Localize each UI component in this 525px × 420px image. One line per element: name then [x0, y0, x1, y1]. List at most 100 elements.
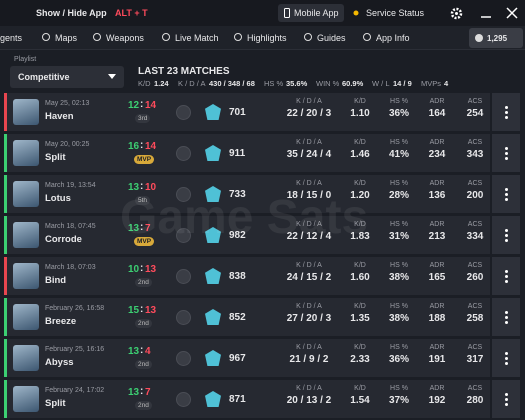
match-row[interactable]: May 20, 00:25 Split 16:14 MVP 911 K / D / A 35… [4, 134, 490, 172]
score-team: 13 [128, 387, 140, 398]
match-row[interactable]: February 24, 17:02 Split 13:7 2nd 871 K / D /… [4, 380, 490, 418]
more-button[interactable] [492, 339, 520, 377]
result-stripe [4, 339, 7, 377]
stat-value: 18 / 15 / 0 [286, 190, 332, 201]
more-button[interactable] [492, 216, 520, 254]
stat-label: K / D / A [296, 98, 322, 105]
stat-value: 60.9% [342, 79, 364, 88]
stat-label: W / L [372, 79, 390, 88]
stat-label: ADR [429, 180, 445, 187]
stat-value: 258 [466, 313, 484, 324]
service-status[interactable]: Service Status [366, 8, 425, 18]
result-stripe [4, 134, 7, 172]
close-icon[interactable] [506, 7, 518, 19]
nav-label: Weapons [106, 33, 144, 43]
currency-icon [475, 34, 483, 42]
stat-label: K/D [354, 180, 366, 187]
more-button[interactable] [492, 134, 520, 172]
dot [505, 393, 508, 396]
stat-value: 1.60 [350, 272, 370, 283]
currency-badge[interactable]: 1,295 [469, 28, 523, 48]
dot [505, 111, 508, 114]
score-sep: : [140, 386, 144, 397]
more-button[interactable] [492, 298, 520, 336]
score-team: 13 [128, 182, 140, 193]
dot [505, 106, 508, 109]
match-row[interactable]: February 25, 16:16 Abyss 13:4 2nd 967 K / D /… [4, 339, 490, 377]
dot [505, 157, 508, 160]
rank-rating: 852 [229, 312, 246, 323]
stat-label: HS % [264, 79, 284, 88]
mobile-app-button[interactable]: Mobile App [278, 4, 344, 22]
match-row[interactable]: February 26, 16:58 Breeze 15:13 2nd 852 K / D… [4, 298, 490, 336]
stat-value: 37% [388, 395, 409, 406]
stat-label: ACS [467, 344, 483, 351]
dot [505, 239, 508, 242]
agent-avatar [13, 345, 39, 371]
stat-label: ADR [429, 385, 445, 392]
match-date: March 18, 07:03 [45, 264, 96, 271]
stat-value: 35 / 24 / 4 [286, 149, 332, 160]
stat-value: 334 [466, 231, 484, 242]
nav-icon [363, 33, 371, 41]
stat-label: K / D / A [296, 221, 322, 228]
dot [505, 316, 508, 319]
rank-badge [205, 350, 221, 366]
map-name: Bind [45, 275, 67, 286]
match-row[interactable]: March 18, 07:45 Corrode 13:7 MVP 982 K / D / … [4, 216, 490, 254]
status-dot [353, 10, 359, 16]
stat-label: K/D [354, 139, 366, 146]
placement: 2nd [135, 360, 152, 369]
more-button[interactable] [492, 93, 520, 131]
playlist-dropdown[interactable]: Competitive [10, 66, 124, 88]
score-sep: : [140, 181, 144, 192]
stat-value: 28% [388, 190, 409, 201]
stat-label: ACS [467, 221, 483, 228]
top-bar: Show / Hide App ALT + T Mobile App Servi… [0, 0, 525, 26]
result-stripe [4, 298, 7, 336]
match-row[interactable]: March 18, 07:03 Bind 10:13 2nd 838 K / D / A 2… [4, 257, 490, 295]
map-name: Abyss [45, 357, 74, 368]
placement: MVP [134, 155, 155, 164]
dot [505, 398, 508, 401]
stat-value: 1.24 [154, 79, 169, 88]
stat-value: 20 / 13 / 2 [286, 395, 332, 406]
dot [505, 321, 508, 324]
playlist-value: Competitive [18, 72, 70, 82]
score-enemy: 13 [145, 264, 157, 275]
stat-value: 2.33 [350, 354, 370, 365]
shortcut: ALT + T [115, 8, 148, 18]
match-date: May 25, 02:13 [45, 100, 90, 107]
settings-icon[interactable] [450, 7, 463, 20]
agent-rank-icon [176, 187, 191, 202]
map-name: Corrode [45, 234, 82, 245]
stat-label: ADR [429, 98, 445, 105]
score-team: 16 [128, 141, 140, 152]
match-date: February 26, 16:58 [45, 305, 105, 312]
stat-value: 234 [428, 149, 446, 160]
score-sep: : [140, 263, 144, 274]
watermark: Game Sats [120, 191, 369, 244]
score-enemy: 13 [145, 305, 157, 316]
nav-label: App Info [376, 33, 410, 43]
more-button[interactable] [492, 175, 520, 213]
nav-icon [162, 33, 170, 41]
playlist-panel: Playlist Competitive [0, 50, 130, 92]
more-button[interactable] [492, 380, 520, 418]
stat-value: 31% [388, 231, 409, 242]
minimize-icon[interactable] [480, 7, 492, 19]
stat-value: 14 / 9 [393, 79, 412, 88]
match-row[interactable]: March 19, 13:54 Lotus 13:10 5th 733 K / D / A… [4, 175, 490, 213]
stat-label: ACS [467, 180, 483, 187]
stat-label: ADR [429, 221, 445, 228]
phone-icon [284, 8, 290, 18]
dot [505, 280, 508, 283]
stat-value: 41% [388, 149, 409, 160]
more-button[interactable] [492, 257, 520, 295]
playlist-label: Playlist [14, 56, 37, 63]
stat-value: 317 [466, 354, 484, 365]
stat-label: K / D / A [178, 79, 206, 88]
score-team: 13 [128, 346, 140, 357]
stat-label: ADR [429, 303, 445, 310]
match-row[interactable]: May 25, 02:13 Haven 12:14 3rd 701 K / D / A 22… [4, 93, 490, 131]
